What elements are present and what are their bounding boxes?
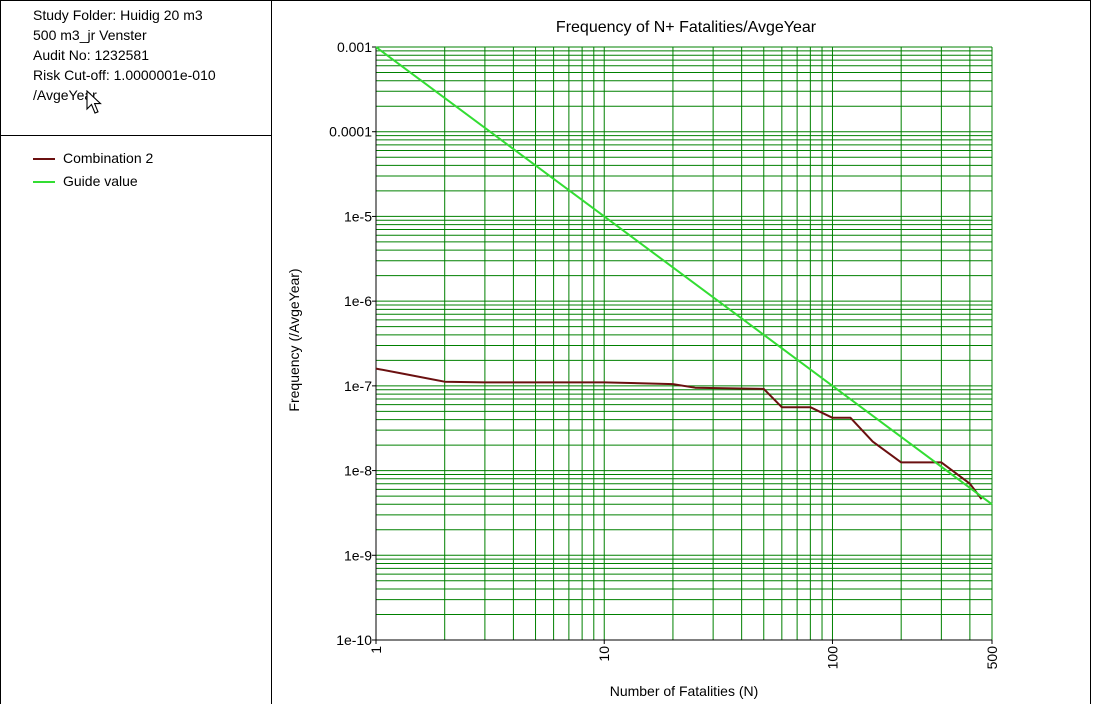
risk-cutoff-unit-line: /AvgeYear <box>33 87 97 103</box>
audit-number-line: Audit No: 1232581 <box>33 47 149 63</box>
x-axis-label: Number of Fatalities (N) <box>610 683 759 699</box>
legend-swatch-combination-2 <box>33 158 55 160</box>
combination-2-line <box>375 367 983 500</box>
y-tick-label: 1e-5 <box>344 208 372 224</box>
study-info-box: Study Folder: Huidig 20 m3 500 m3_jr Ven… <box>0 0 271 136</box>
y-tick-label: 1e-7 <box>344 378 372 394</box>
mouse-pointer-icon <box>86 90 102 114</box>
risk-cutoff-line: Risk Cut-off: 1.0000001e-010 <box>33 67 216 83</box>
y-tick-label: 1e-6 <box>344 293 372 309</box>
study-folder-line-2: 500 m3_jr Venster <box>33 27 147 43</box>
x-tick-label: 10 <box>596 646 612 662</box>
y-tick-label: 1e-9 <box>344 547 372 563</box>
guide-value-line <box>375 46 993 506</box>
x-tick-label: 100 <box>824 646 840 670</box>
y-tick-label: 1e-10 <box>336 632 372 648</box>
x-tick-label: 1 <box>368 646 384 654</box>
axes: 0.001 0.0001 1e-5 1e-6 1e-7 1e-8 1e-9 1e-101 10 1… <box>329 39 1000 669</box>
legend-swatch-guide-value <box>33 181 55 183</box>
x-tick-label: 500 <box>984 646 1000 670</box>
side-panel: Study Folder: Huidig 20 m3 500 m3_jr Ven… <box>0 0 272 704</box>
chart-title: Frequency of N+ Fatalities/AvgeYear <box>556 19 817 36</box>
y-tick-label: 1e-8 <box>344 463 372 479</box>
y-axis-label: Frequency (/AvgeYear) <box>286 268 302 411</box>
legend-label: Combination 2 <box>63 150 154 166</box>
grid <box>375 46 993 641</box>
legend-label: Guide value <box>63 173 138 189</box>
y-tick-label: 0.0001 <box>329 124 372 140</box>
study-folder-line: Study Folder: Huidig 20 m3 <box>33 7 203 23</box>
series <box>375 46 993 506</box>
y-tick-label: 0.001 <box>337 39 372 55</box>
